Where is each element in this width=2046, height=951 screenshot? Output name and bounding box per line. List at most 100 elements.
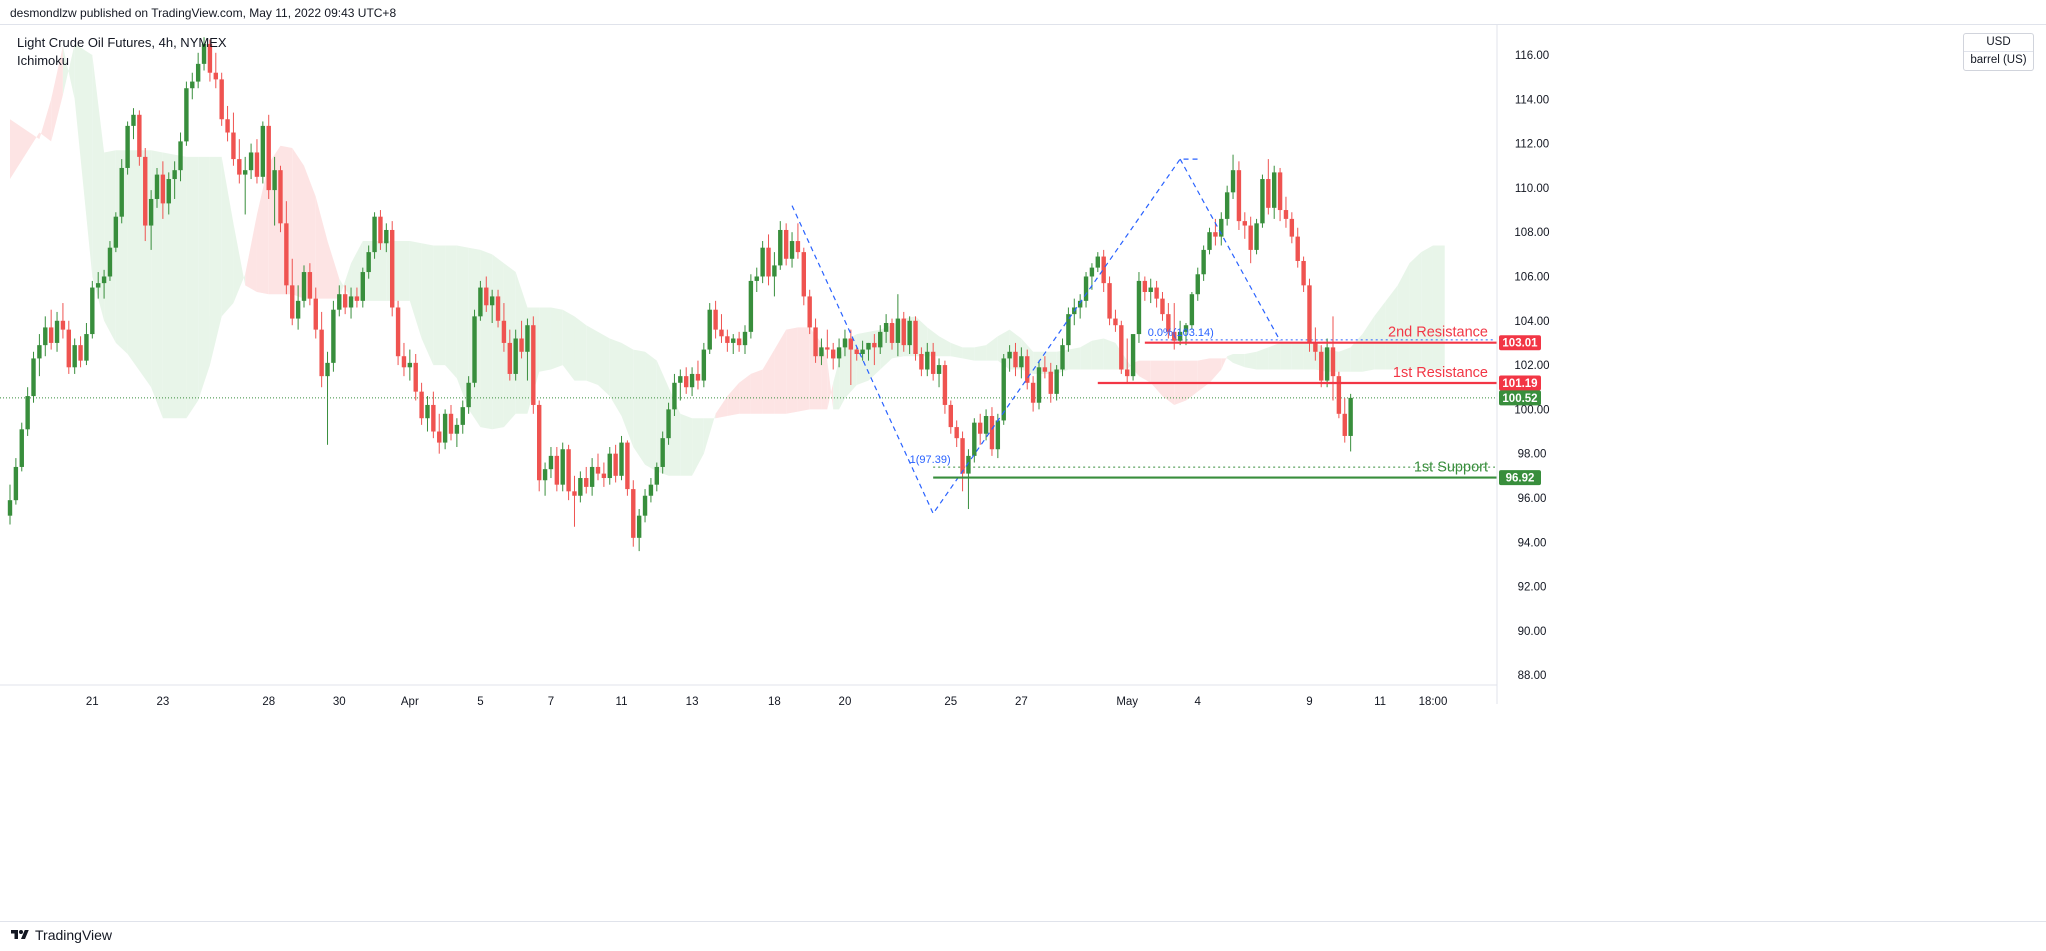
candle[interactable] — [166, 172, 171, 215]
candle[interactable] — [754, 267, 759, 292]
candle[interactable] — [678, 369, 683, 401]
candle[interactable] — [1101, 249, 1106, 292]
candle[interactable] — [772, 252, 777, 297]
candle[interactable] — [225, 105, 230, 142]
candle[interactable] — [1236, 161, 1242, 230]
candle[interactable] — [866, 342, 871, 361]
candle[interactable] — [213, 52, 218, 89]
candle[interactable] — [1283, 196, 1289, 228]
candle[interactable] — [889, 318, 895, 350]
candle[interactable] — [695, 360, 701, 390]
candle[interactable] — [448, 404, 454, 441]
candle[interactable] — [578, 471, 583, 503]
candle[interactable] — [1019, 347, 1024, 379]
candle[interactable] — [636, 509, 642, 552]
candle[interactable] — [442, 409, 448, 450]
candle[interactable] — [742, 325, 748, 354]
candle[interactable] — [660, 431, 665, 474]
candle[interactable] — [507, 329, 512, 381]
candle[interactable] — [1324, 338, 1330, 388]
candle[interactable] — [137, 110, 142, 166]
indicator-name[interactable]: Ichimoku — [17, 53, 70, 68]
candle[interactable] — [342, 285, 348, 315]
candle[interactable] — [472, 309, 477, 388]
candle[interactable] — [1136, 272, 1142, 343]
candle[interactable] — [631, 480, 636, 547]
candle[interactable] — [237, 139, 242, 184]
candle[interactable] — [954, 420, 959, 448]
candle[interactable] — [625, 440, 630, 496]
candle[interactable] — [1083, 272, 1089, 308]
candle[interactable] — [566, 444, 571, 501]
candle[interactable] — [601, 462, 607, 487]
candle[interactable] — [531, 316, 536, 414]
currency-unit-selector[interactable]: USD barrel (US) — [1963, 33, 2034, 71]
candle[interactable] — [1195, 267, 1200, 301]
tradingview-brand[interactable]: TradingView — [10, 927, 112, 943]
candle[interactable] — [113, 212, 119, 253]
candle[interactable] — [372, 212, 377, 259]
candle[interactable] — [478, 280, 483, 321]
candle[interactable] — [1230, 154, 1236, 199]
price-badge-resistance[interactable]: 101.19 — [1499, 375, 1541, 391]
candle[interactable] — [437, 413, 442, 454]
candle[interactable] — [1130, 334, 1136, 381]
candle[interactable] — [760, 241, 765, 284]
candle[interactable] — [1301, 256, 1306, 292]
candle[interactable] — [542, 462, 548, 496]
candle[interactable] — [301, 265, 307, 308]
candle[interactable] — [666, 402, 671, 445]
candle[interactable] — [766, 234, 771, 286]
candle[interactable] — [495, 289, 501, 328]
candle[interactable] — [1266, 159, 1271, 215]
candle[interactable] — [983, 409, 989, 441]
candle[interactable] — [25, 387, 30, 436]
candle[interactable] — [272, 156, 277, 226]
candle[interactable] — [783, 223, 789, 266]
candle[interactable] — [513, 329, 518, 381]
candle[interactable] — [425, 396, 430, 432]
candle[interactable] — [719, 314, 724, 343]
candle[interactable] — [654, 462, 659, 492]
candle[interactable] — [248, 143, 254, 180]
candle[interactable] — [484, 276, 489, 312]
candle[interactable] — [454, 418, 460, 448]
candle[interactable] — [1013, 342, 1018, 377]
candle[interactable] — [648, 478, 654, 503]
candle[interactable] — [1260, 174, 1265, 228]
candle[interactable] — [360, 267, 365, 308]
candle[interactable] — [190, 72, 195, 100]
last-price-badge[interactable]: 100.52 — [1499, 390, 1541, 406]
candle[interactable] — [195, 52, 201, 89]
candle[interactable] — [419, 382, 424, 425]
candle[interactable] — [642, 489, 648, 523]
candle[interactable] — [572, 475, 577, 527]
candle[interactable] — [1319, 345, 1324, 388]
candle[interactable] — [925, 342, 930, 377]
candle[interactable] — [243, 156, 248, 215]
candle[interactable] — [819, 338, 824, 366]
candle[interactable] — [707, 303, 712, 354]
candle[interactable] — [1066, 307, 1071, 352]
candle[interactable] — [337, 285, 342, 317]
candle[interactable] — [384, 223, 389, 253]
candle[interactable] — [1183, 322, 1189, 346]
candle[interactable] — [1095, 252, 1100, 273]
candle[interactable] — [525, 318, 530, 381]
candle[interactable] — [107, 241, 113, 281]
candle[interactable] — [43, 316, 48, 357]
candle[interactable] — [54, 311, 60, 352]
candle[interactable] — [1207, 227, 1212, 255]
candle[interactable] — [254, 139, 260, 184]
candle[interactable] — [684, 367, 689, 394]
candle[interactable] — [1242, 212, 1247, 239]
candle[interactable] — [807, 289, 812, 335]
candle[interactable] — [260, 121, 266, 184]
candle[interactable] — [1166, 303, 1171, 339]
candle[interactable] — [537, 400, 542, 492]
candle[interactable] — [460, 400, 465, 434]
candle[interactable] — [966, 449, 971, 510]
candle[interactable] — [154, 167, 160, 208]
candle[interactable] — [1177, 320, 1183, 346]
candle[interactable] — [466, 376, 471, 414]
